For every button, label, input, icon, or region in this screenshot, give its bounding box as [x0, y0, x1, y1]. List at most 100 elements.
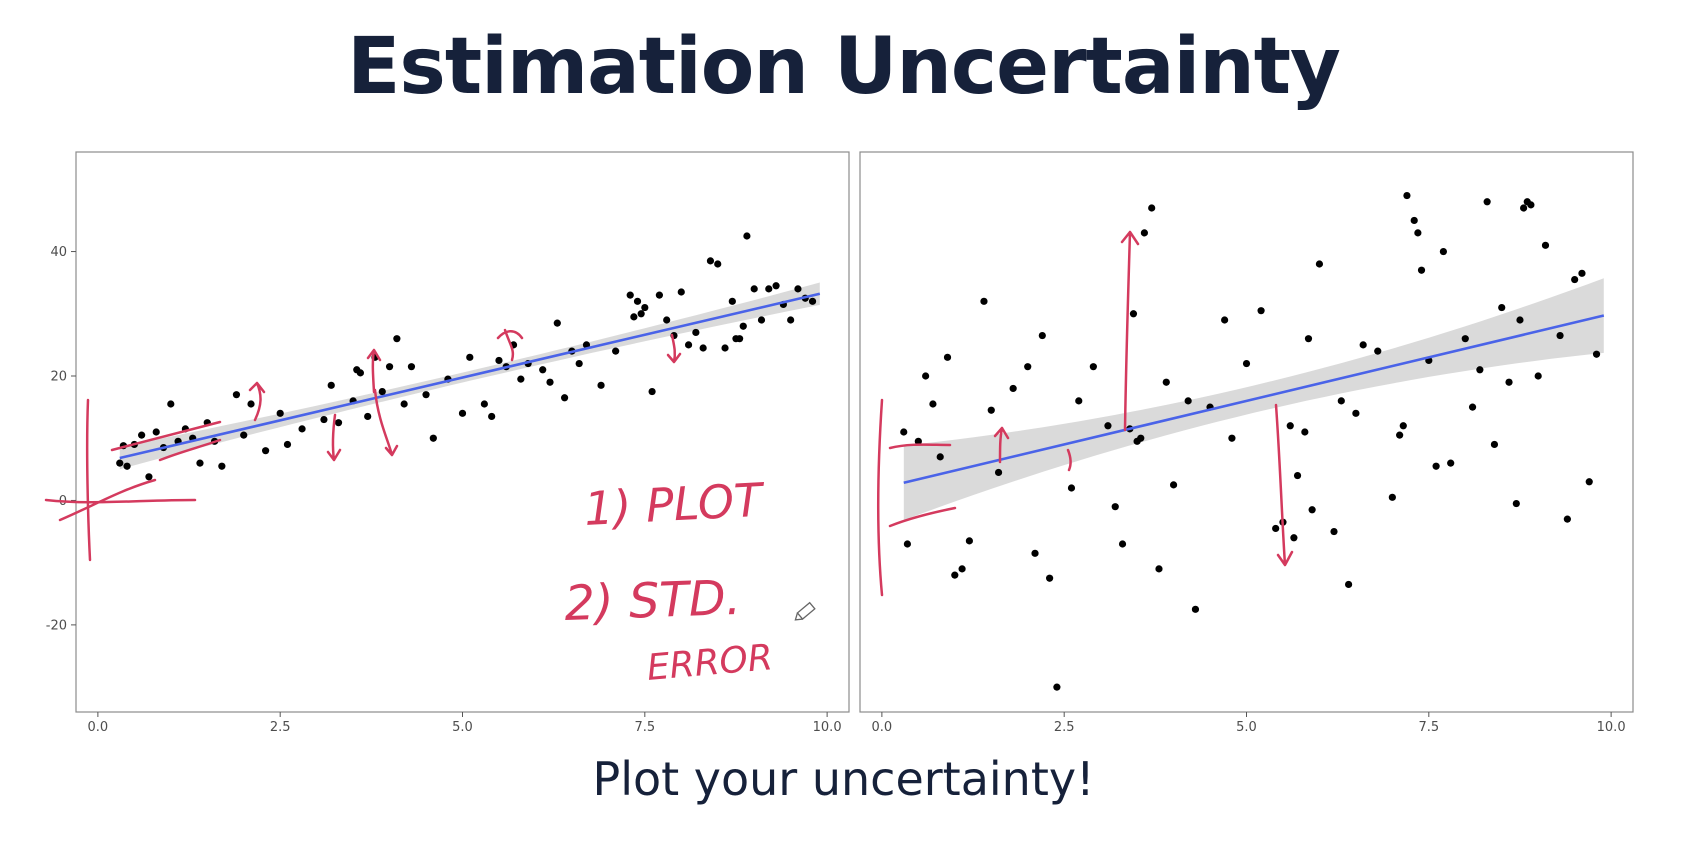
ink-vertical-stroke: [85, 398, 92, 562]
data-point: [1228, 434, 1236, 442]
slide-subtitle: Plot your uncertainty!: [592, 752, 1095, 806]
data-point: [994, 468, 1003, 477]
data-point: [1534, 372, 1542, 380]
data-point: [1399, 422, 1407, 430]
data-point: [1512, 499, 1520, 508]
data-point: [1053, 683, 1061, 691]
data-point: [903, 540, 912, 548]
data-point: [1432, 462, 1440, 470]
data-point: [517, 375, 525, 383]
data-point: [123, 462, 131, 470]
data-point: [539, 366, 547, 374]
data-point: [283, 440, 292, 449]
data-point: [1031, 549, 1039, 557]
data-point: [232, 391, 241, 399]
data-point: [1330, 527, 1338, 536]
data-point: [1009, 384, 1017, 393]
data-point: [1046, 574, 1054, 582]
data-point: [1301, 428, 1309, 436]
right-panel: 0.0 2.5 5.0 7.5 10.0: [859, 151, 1634, 735]
data-point: [356, 369, 365, 377]
data-point: [495, 356, 503, 365]
data-point: [750, 285, 758, 293]
x-tick-label: 7.5: [1418, 720, 1439, 735]
data-point: [1490, 440, 1499, 449]
data-point: [1191, 605, 1200, 613]
data-point: [765, 285, 773, 293]
y-tick-label: 40: [50, 245, 67, 260]
data-point: [637, 310, 645, 318]
pencil-icon: [794, 601, 816, 621]
data-point: [1541, 241, 1550, 249]
data-point: [739, 322, 747, 330]
data-point: [757, 316, 766, 324]
data-point: [943, 353, 952, 361]
data-point: [167, 400, 175, 408]
data-point: [1067, 484, 1076, 492]
data-point: [1556, 331, 1564, 340]
data-point: [1104, 422, 1112, 430]
data-point: [1140, 229, 1149, 237]
data-point: [400, 400, 408, 408]
data-point: [736, 335, 744, 343]
ink-vertical-stroke: [876, 398, 884, 597]
data-point: [152, 428, 160, 436]
ink-band-stroke: [888, 443, 952, 450]
data-point: [1468, 403, 1477, 411]
data-point: [1578, 269, 1586, 277]
data-point: [1038, 331, 1046, 340]
x-tick-label: 0.0: [88, 720, 109, 735]
data-point: [900, 428, 908, 436]
data-point: [466, 353, 474, 361]
data-point: [1308, 506, 1316, 514]
slide-title: Estimation Uncertainty: [347, 22, 1341, 112]
y-tick-label: -20: [46, 618, 67, 633]
data-point: [378, 387, 386, 396]
data-point: [1075, 397, 1083, 405]
data-point: [393, 335, 401, 343]
data-point: [1498, 303, 1506, 312]
data-point: [1118, 540, 1127, 548]
data-point: [965, 537, 973, 545]
data-point: [488, 412, 496, 421]
data-point: [196, 459, 204, 467]
ink-residual-arrow: [248, 381, 266, 422]
ink-handwritten-notes: 1) PLOT 2) STD. ERROR: [563, 473, 774, 689]
data-point: [1439, 247, 1447, 256]
data-point: [1129, 310, 1138, 318]
data-point: [1461, 335, 1469, 343]
data-point: [743, 232, 751, 240]
data-point: [1304, 335, 1313, 343]
data-point: [958, 565, 966, 573]
ink-residual-arrow: [326, 413, 342, 462]
data-point: [422, 391, 430, 399]
data-point: [546, 378, 554, 386]
data-point: [684, 341, 693, 349]
data-point: [633, 297, 642, 305]
data-point: [721, 344, 729, 352]
data-point: [787, 316, 795, 324]
x-tick-label: 5.0: [452, 720, 473, 735]
data-point: [648, 387, 656, 396]
data-point: [794, 285, 802, 293]
data-point: [1293, 471, 1302, 480]
data-point: [247, 400, 255, 408]
data-point: [218, 462, 226, 470]
data-point: [1410, 216, 1418, 225]
data-point: [458, 409, 467, 417]
data-point: [1286, 422, 1294, 430]
data-point: [262, 447, 270, 455]
data-point: [276, 409, 284, 417]
data-point: [298, 425, 306, 433]
panel-frame: [859, 151, 1634, 713]
data-point: [772, 282, 780, 290]
data-point: [1344, 580, 1353, 589]
data-point: [1592, 350, 1601, 358]
ink-residual-arrow: [1066, 448, 1072, 472]
data-point: [1155, 565, 1163, 573]
data-point: [116, 459, 124, 467]
data-point: [692, 328, 700, 337]
ink-residual-arrow: [496, 328, 524, 362]
